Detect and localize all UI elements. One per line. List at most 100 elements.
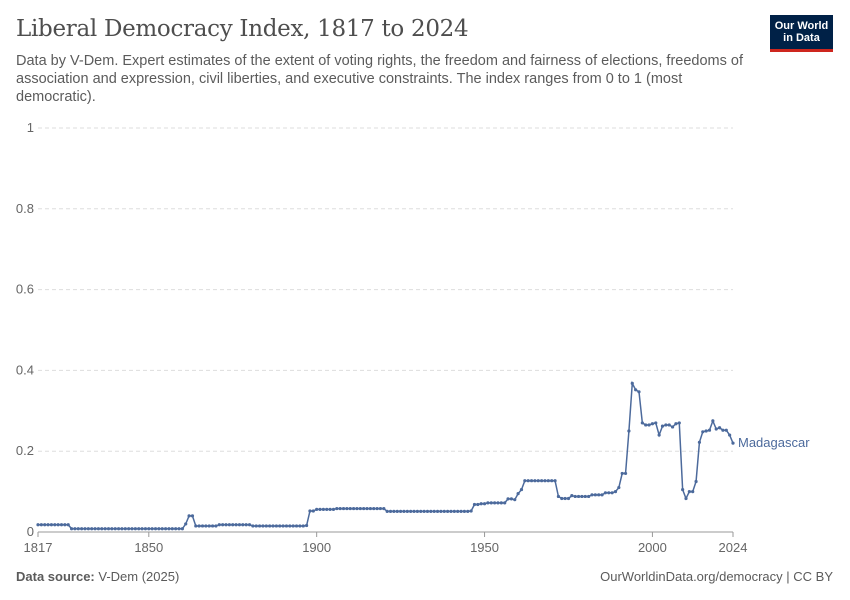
data-point [704,429,708,433]
data-point [459,509,463,513]
data-point [160,527,164,531]
data-point [113,527,117,531]
data-point [46,523,50,527]
source-link[interactable]: V-Dem (2025) [98,569,180,584]
data-point [717,426,722,430]
data-point [93,527,97,531]
data-point [116,527,121,531]
data-point [425,509,430,513]
data-point [587,494,591,499]
data-point [56,523,60,527]
data-point [399,509,403,513]
data-point [284,524,289,528]
data-point [449,509,453,513]
data-point [90,527,94,531]
data-point [328,507,332,511]
data-point [227,523,231,527]
series-label-madagascar[interactable]: Madagascar [738,435,810,450]
data-point [237,523,242,527]
data-point [43,523,47,527]
data-point [271,524,275,528]
data-point [304,523,309,528]
data-point [375,506,379,511]
data-point [707,428,712,432]
data-point [691,490,695,494]
data-point [466,509,470,513]
data-point [392,509,396,513]
data-point [664,423,668,427]
data-point [573,494,577,499]
data-point [59,523,64,527]
data-point [513,498,517,502]
data-point [600,493,604,497]
data-point [409,509,413,513]
data-point [170,527,174,531]
data-point [402,509,406,513]
x-tick-label: 1900 [302,540,331,555]
data-point [153,527,158,531]
data-point [143,527,148,531]
data-point [405,509,409,513]
owid-logo[interactable]: Our World in Data [770,15,833,52]
y-tick-label: 0 [27,524,34,539]
data-point [194,524,198,528]
data-point [66,523,70,527]
data-point [100,527,104,531]
data-point [667,423,671,427]
data-point [378,506,383,511]
data-point [623,471,628,476]
data-point [634,388,638,392]
data-point [556,494,561,499]
data-point [452,509,456,513]
data-point [301,524,305,528]
data-point [120,527,124,531]
footer-link[interactable]: OurWorldinData.org/democracy | CC BY [600,569,833,584]
data-point [684,496,688,501]
data-point [536,479,540,483]
data-point [576,494,581,499]
data-point [308,509,312,513]
data-point [103,527,107,531]
data-point [368,506,372,511]
data-point [583,494,587,499]
data-point [355,506,359,511]
data-point [724,428,728,432]
data-point [372,506,376,511]
data-point [566,496,571,501]
data-point [130,527,134,531]
data-source: Data source: V-Dem (2025) [16,569,179,584]
data-point [137,527,141,531]
data-point [553,479,557,483]
data-point [674,422,678,426]
data-point [613,490,618,494]
data-point [298,524,302,528]
data-point [86,527,90,531]
data-point [550,479,554,483]
data-point [311,509,315,513]
data-point [479,502,483,506]
data-point [73,527,77,531]
data-point [472,502,477,507]
y-tick-label: 0.8 [16,201,34,216]
data-point [644,423,648,427]
x-tick-label: 1850 [134,540,163,555]
data-point [597,493,601,497]
data-point [341,506,346,511]
data-point [446,509,450,513]
data-point [630,381,634,385]
data-point [210,524,215,528]
data-point [241,523,245,527]
data-point [247,523,252,527]
data-point [36,523,40,527]
data-point [519,487,524,492]
data-point [39,523,43,527]
data-point [231,523,235,527]
data-point [325,507,329,511]
data-point [442,509,446,513]
data-point [76,527,80,531]
data-point [214,524,218,528]
data-point [482,502,487,506]
data-point [439,509,443,513]
y-tick-label: 0.2 [16,443,34,458]
data-point [701,430,705,434]
